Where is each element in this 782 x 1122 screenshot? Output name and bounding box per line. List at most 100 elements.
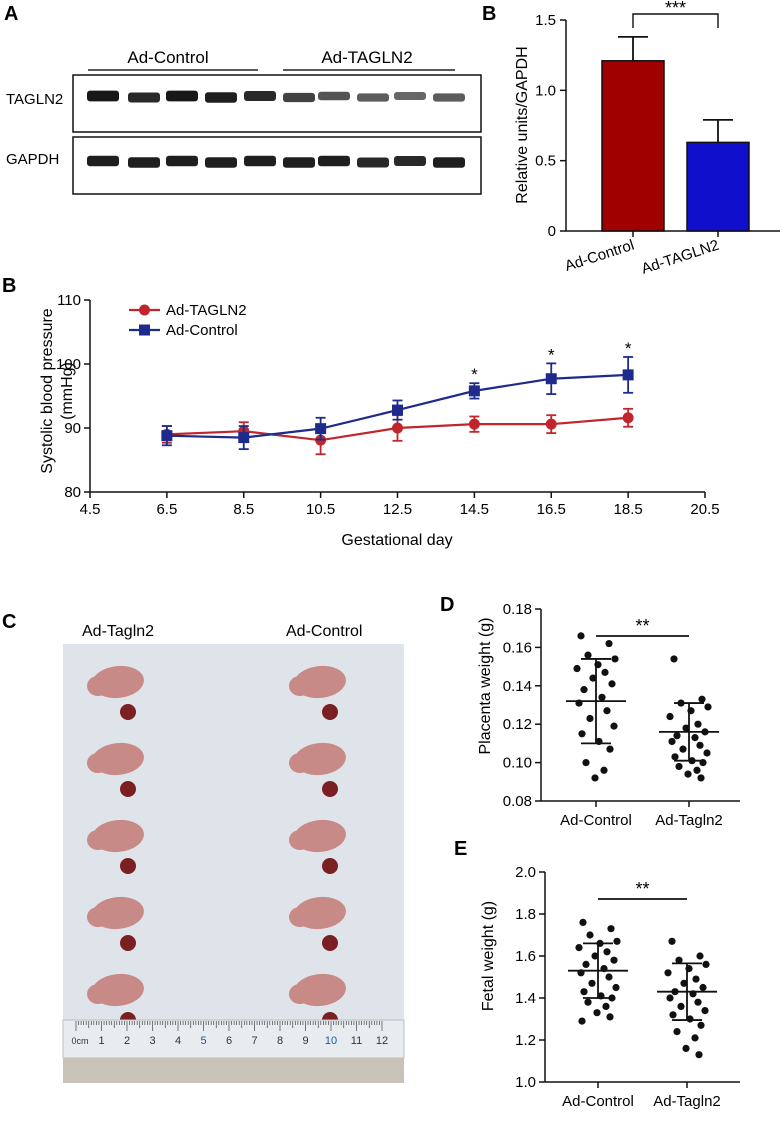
scatter-point [601, 668, 609, 676]
scatter-y-tick-label: 0.10 [503, 755, 532, 772]
scatter-point [584, 651, 592, 659]
line-point [392, 404, 403, 416]
scatter-point [679, 745, 687, 753]
scatter-y-tick-label: 1.2 [515, 1032, 536, 1049]
blot-group2-label: Ad-TAGLN2 [321, 48, 412, 67]
scatter-point [691, 734, 699, 742]
bar-ylabel: Relative units/GAPDH [514, 46, 531, 203]
scatter-point [671, 753, 679, 761]
line-x-tick-label: 6.5 [156, 501, 177, 518]
line-x-tick-label: 14.5 [460, 501, 489, 518]
legend-marker [139, 324, 150, 336]
ruler-number: 3 [149, 1035, 155, 1047]
scatter-point [696, 952, 704, 960]
photo-left-label: Ad-Tagln2 [82, 623, 154, 640]
scatter-y-tick-label: 0.18 [503, 601, 532, 618]
bar-significance-label: *** [665, 0, 686, 18]
legend-marker [139, 304, 150, 316]
scatter-point [582, 759, 590, 767]
scatter-point [610, 956, 618, 964]
scatter-y-tick-label: 0.16 [503, 639, 532, 656]
placenta [120, 858, 136, 874]
placenta-scatter: 0.08 0.10 0.12 0.14 0.16 0.18 Ad-Control Ad-Tag… [503, 601, 740, 829]
ruler-number: 12 [376, 1035, 388, 1047]
photo-bottom-edge [63, 1058, 404, 1083]
scatter-point [598, 693, 606, 701]
scatter-point [603, 707, 611, 715]
panel-a: A Ad-Control Ad-TAGLN2 TAGLN2 GAPDH [4, 3, 482, 195]
fetus-head [87, 907, 109, 927]
scatter-point [591, 952, 599, 960]
ruler-number: 10 [325, 1035, 337, 1047]
fetus-head [87, 984, 109, 1004]
fetus-head [87, 753, 109, 773]
ruler-number: 5 [200, 1035, 206, 1047]
scatter-y-tick-label: 0.14 [503, 678, 532, 695]
scatter-point [697, 1021, 705, 1029]
bar [601, 60, 665, 232]
fetal-scatter: 1.0 1.2 1.4 1.6 1.8 2.0 Ad-Control Ad-Tagln2 ** [515, 864, 740, 1110]
tagln2-band [87, 90, 119, 102]
scatter-y-tick-label: 1.4 [515, 990, 536, 1007]
gapdh-band [166, 155, 198, 167]
line-point [468, 385, 480, 397]
line-chart: 80 90 100 110 4.5 6.5 8.5 10.5 12.5 14.5 16.5 18.5 2… [56, 292, 720, 518]
scatter-point [600, 766, 608, 774]
placenta [322, 935, 338, 951]
fetus-head [289, 907, 311, 927]
panel-a-letter: A [4, 3, 18, 25]
gapdh-band [244, 155, 276, 167]
scatter-y-tick-label: 1.0 [515, 1074, 536, 1091]
panel-c-letter: C [2, 611, 16, 633]
bar-x-tick-label: Ad-TAGLN2 [639, 237, 721, 278]
ruler-marks: 0cm 1 2 3 4 5 6 7 8 9 10 11 12 [71, 1021, 388, 1047]
tagln2-band [357, 93, 389, 102]
line-y-tick-label: 80 [64, 484, 81, 501]
gapdh-band [318, 155, 350, 167]
scatter-point [669, 1011, 677, 1019]
tagln2-band [244, 90, 276, 102]
placenta [322, 781, 338, 797]
scatter-point [666, 712, 674, 721]
scatter-y-tick-label: 2.0 [515, 864, 536, 881]
scatter-point [677, 1002, 685, 1011]
blot-bands-tagln2 [87, 90, 465, 103]
line-ylabel-1: Systolic blood pressure [39, 308, 56, 474]
panel-d: D Placenta weight (g) 0.080.100.120.140.… [440, 594, 740, 829]
scatter-significance-label: ** [635, 879, 649, 899]
scatter-point [593, 1009, 601, 1017]
scatter-point [610, 722, 618, 730]
scatter-point [698, 695, 706, 703]
scatter-point [588, 979, 596, 987]
scatter-point [682, 1044, 690, 1052]
gapdh-band [433, 157, 465, 168]
tagln2-band [166, 90, 198, 102]
scatter-x-tick-label: Ad-Tagln2 [655, 812, 723, 829]
bar-y-tick-label: 1.0 [535, 82, 556, 99]
scatter-significance-label: ** [635, 616, 649, 636]
tagln2-band [205, 92, 237, 103]
scatter-point [611, 655, 619, 663]
tagln2-band [128, 92, 160, 103]
ruler-number: 2 [124, 1035, 130, 1047]
scatter-point [675, 956, 683, 964]
gapdh-band [205, 157, 237, 168]
placenta [120, 935, 136, 951]
line-significance-label: * [548, 345, 555, 364]
scatter-point [697, 774, 705, 782]
line-xlabel: Gestational day [341, 532, 452, 549]
panel-c: C Ad-Tagln2 Ad-Control 0cm 1 2 3 4 5 6 7 8 9 10 11 1… [2, 611, 405, 1083]
gapdh-band [394, 155, 426, 167]
scatter-point [605, 973, 613, 981]
scatter-point [602, 1002, 610, 1011]
ruler-number: 7 [251, 1035, 257, 1047]
blot-bands-gapdh [87, 155, 465, 168]
scatter-point [608, 680, 616, 688]
scatter-point [607, 925, 615, 933]
gapdh-band [87, 155, 119, 167]
ruler-number: 6 [226, 1035, 232, 1047]
scatter-point [573, 664, 581, 673]
panel-e-letter: E [454, 838, 467, 860]
scatter-point [580, 988, 588, 996]
scatter-point [589, 674, 597, 682]
